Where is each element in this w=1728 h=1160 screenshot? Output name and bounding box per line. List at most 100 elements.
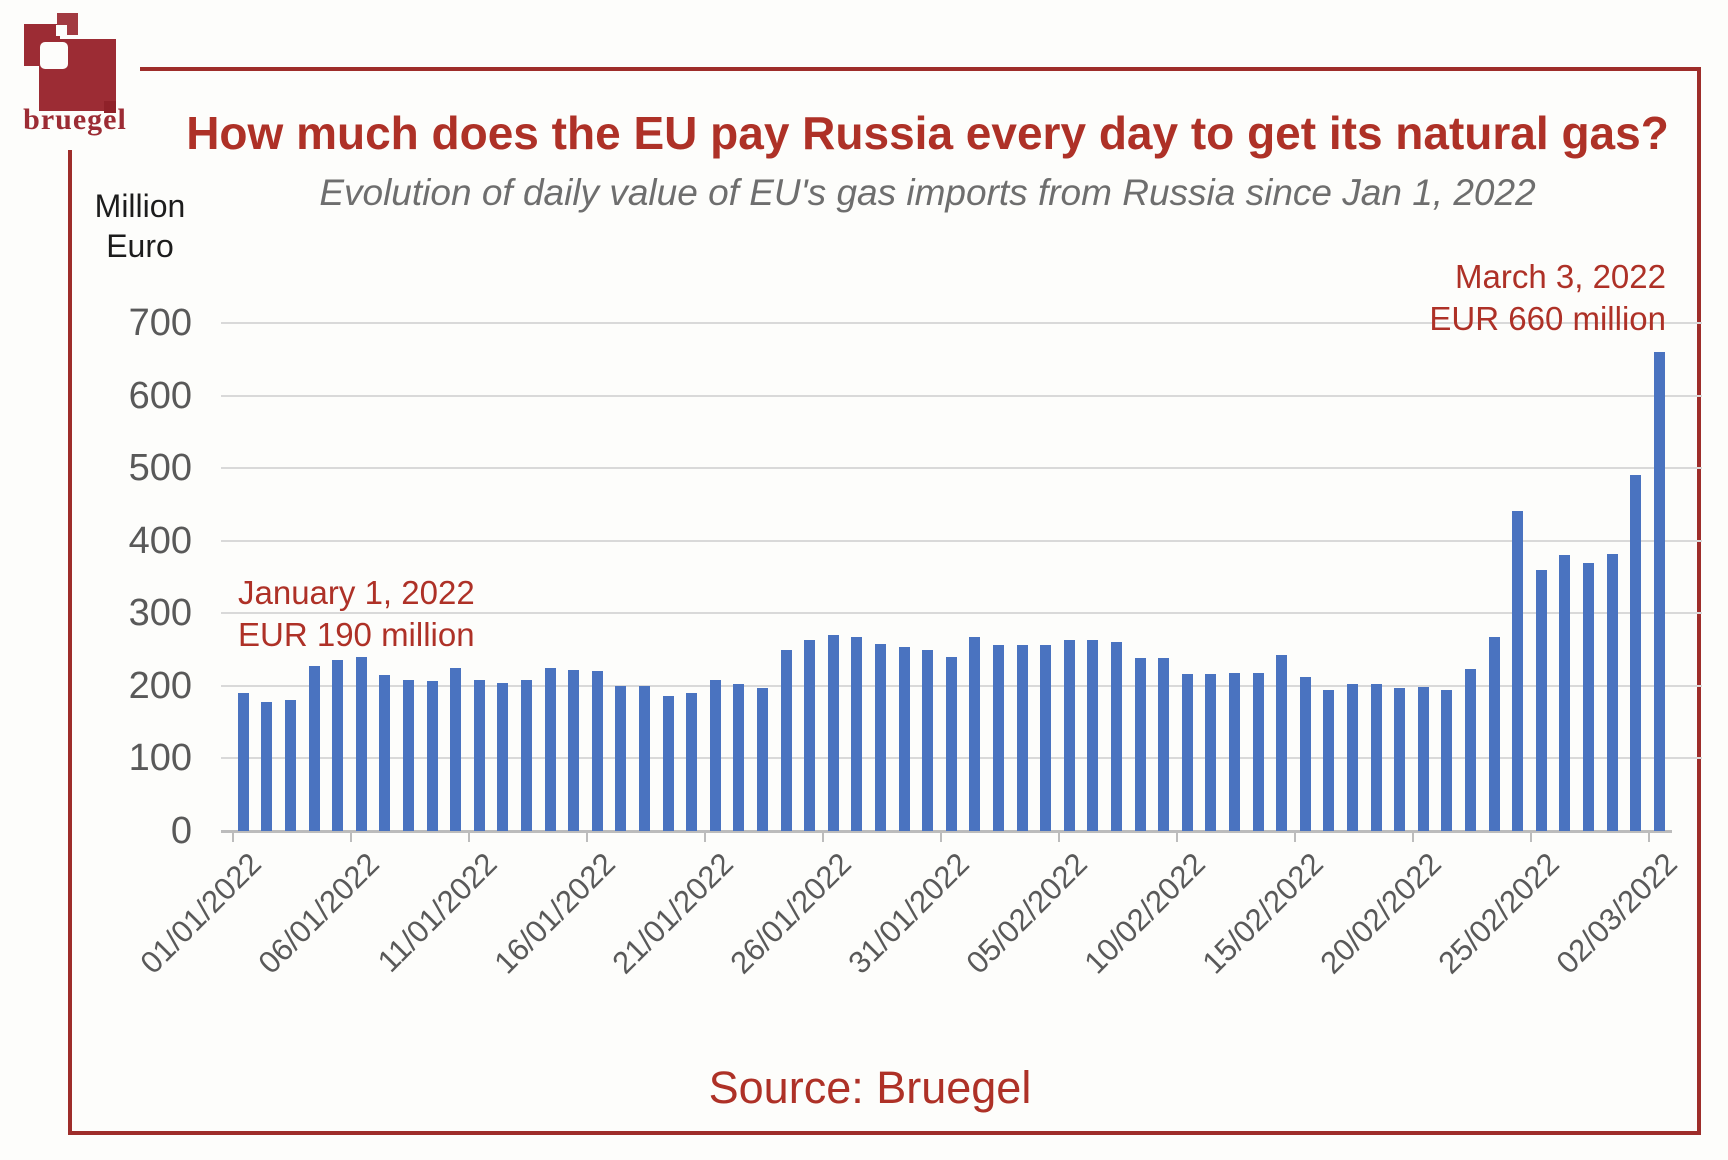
- x-tick-mark: [349, 831, 352, 842]
- annotation-mar3: March 3, 2022 EUR 660 million: [1429, 256, 1666, 340]
- annotation-jan1-date: January 1, 2022: [238, 574, 475, 611]
- bar: [1535, 569, 1547, 831]
- y-tick-label-700: 700: [128, 302, 192, 344]
- bar: [568, 669, 580, 831]
- bar: [1512, 511, 1524, 831]
- bar: [1346, 683, 1359, 831]
- bar: [1370, 684, 1382, 831]
- bar: [1063, 640, 1075, 831]
- source-caption: Source: Bruegel: [708, 1062, 1032, 1113]
- logo-square-big-notch: [40, 42, 68, 69]
- logo-square-top-notch: [56, 25, 67, 36]
- x-tick-mark: [1529, 831, 1532, 842]
- bar: [1323, 689, 1335, 831]
- y-tick-label-500: 500: [128, 447, 192, 490]
- x-tick-mark: [1411, 831, 1414, 842]
- bar: [1653, 352, 1665, 831]
- bar: [615, 685, 627, 831]
- bar: [544, 667, 556, 831]
- x-tick-mark: [703, 831, 706, 842]
- bar: [709, 680, 721, 831]
- gridline-500: [221, 467, 1702, 470]
- y-axis-unit-label: Million Euro: [80, 186, 200, 266]
- chart-border-frame: [68, 67, 1701, 1135]
- x-tick-mark: [585, 831, 588, 842]
- bar: [1299, 677, 1311, 831]
- x-axis-line: [221, 829, 1672, 833]
- y-tick-label-0: 0: [170, 810, 192, 852]
- bar: [591, 671, 603, 831]
- x-tick-mark: [1175, 831, 1178, 842]
- y-axis-unit-line1: Million: [94, 188, 186, 224]
- bar: [261, 701, 273, 831]
- y-tick-label-100: 100: [128, 737, 192, 780]
- chart-title: How much does the EU pay Russia every da…: [186, 107, 1669, 159]
- bar: [851, 637, 863, 831]
- bar: [1559, 555, 1571, 831]
- bar: [922, 649, 934, 831]
- bar: [1630, 475, 1642, 831]
- bar: [284, 700, 297, 831]
- bar: [1040, 644, 1052, 831]
- bar: [1441, 689, 1453, 831]
- bar: [1158, 658, 1170, 831]
- y-tick-label-200: 200: [128, 664, 192, 707]
- bar: [1134, 657, 1146, 831]
- bar: [662, 696, 674, 831]
- x-tick-mark: [1057, 831, 1060, 842]
- bar: [827, 635, 839, 831]
- y-tick-label-300: 300: [128, 592, 192, 635]
- bar: [756, 688, 769, 831]
- bar: [804, 640, 816, 831]
- x-tick-mark: [821, 831, 824, 842]
- gridline-400: [221, 539, 1702, 542]
- bar: [992, 644, 1005, 831]
- x-tick-mark: [231, 831, 234, 842]
- gridline-200: [221, 684, 1702, 687]
- gridline-600: [221, 394, 1702, 397]
- bar: [520, 680, 533, 831]
- bar: [237, 693, 249, 831]
- bar: [1464, 669, 1477, 831]
- bar: [1181, 674, 1193, 831]
- bar: [1110, 642, 1123, 831]
- bar: [1205, 674, 1217, 831]
- annotation-jan1: January 1, 2022 EUR 190 million: [238, 572, 475, 656]
- bar: [1606, 553, 1618, 831]
- bar: [1394, 688, 1406, 831]
- bar: [1228, 672, 1241, 831]
- x-tick-mark: [1293, 831, 1296, 842]
- bar: [1417, 686, 1429, 831]
- y-tick-label-400: 400: [128, 519, 192, 562]
- annotation-jan1-value: EUR 190 million: [238, 616, 475, 653]
- x-tick-mark: [939, 831, 942, 842]
- bar: [402, 680, 415, 831]
- bar: [686, 693, 698, 831]
- y-tick-label-600: 600: [128, 374, 192, 417]
- annotation-mar3-value: EUR 660 million: [1429, 300, 1666, 337]
- bar: [1087, 640, 1099, 831]
- bar: [733, 683, 745, 831]
- bar: [308, 665, 320, 831]
- bar: [780, 649, 792, 831]
- annotation-mar3-date: March 3, 2022: [1455, 258, 1666, 295]
- bar: [874, 643, 887, 831]
- chart-subtitle: Evolution of daily value of EU's gas imp…: [319, 172, 1536, 213]
- gridline-300: [221, 612, 1702, 615]
- bar: [450, 668, 462, 831]
- x-tick-mark: [1647, 831, 1650, 842]
- bar: [1582, 562, 1595, 831]
- bruegel-logo: bruegel: [0, 0, 140, 150]
- bar: [379, 675, 391, 831]
- bar: [1252, 672, 1264, 831]
- bruegel-wordmark: bruegel: [23, 103, 127, 136]
- bar: [1276, 655, 1288, 831]
- y-axis-unit-line2: Euro: [106, 228, 174, 264]
- gridline-100: [221, 757, 1702, 760]
- bar: [497, 683, 509, 831]
- bar: [1488, 637, 1500, 831]
- bar: [1016, 644, 1028, 831]
- bar: [426, 680, 438, 831]
- bar: [355, 656, 367, 831]
